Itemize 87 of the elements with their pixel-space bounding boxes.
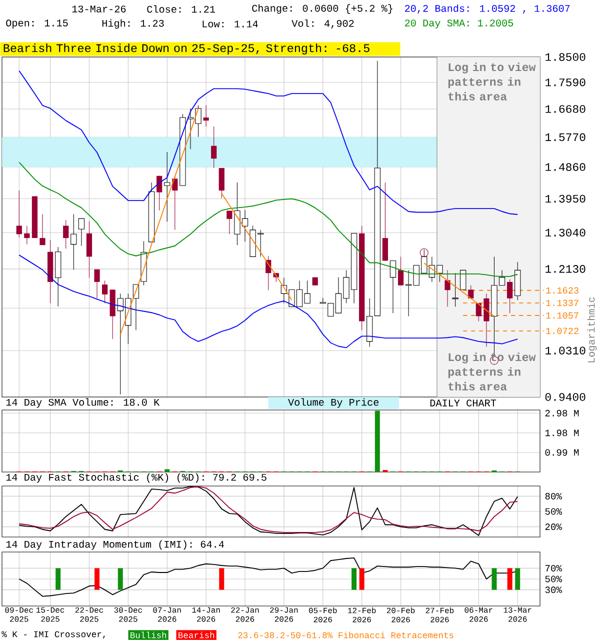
candlestick	[172, 176, 178, 230]
ref-line-label: 1.1623	[546, 287, 578, 294]
y-tick-label: 1.4860	[546, 163, 586, 171]
candlestick	[507, 279, 513, 314]
text: Vol: 4,902	[292, 19, 354, 29]
y-tick-label: 1.0310	[546, 346, 586, 354]
candlestick	[63, 220, 69, 249]
text: Low: 1.14	[202, 20, 258, 28]
y-tick-label: 1.98 M	[545, 430, 579, 436]
text: Bullish	[130, 632, 166, 638]
candlestick	[382, 182, 388, 261]
candlestick	[40, 214, 46, 246]
y-tick-label: 1.2130	[546, 265, 586, 273]
candlestick	[390, 260, 396, 314]
line-series	[221, 192, 292, 301]
text: 23.6-38.2-50-61.8% Fibonacci Retracements	[238, 632, 454, 638]
candlestick	[460, 270, 466, 290]
candlestick	[476, 302, 482, 322]
y-tick-label: 70%	[545, 564, 562, 572]
y-tick-label: 1.3950	[546, 194, 586, 203]
x-tick-label: 15-Dec 2025	[36, 607, 64, 622]
text: 20 Day SMA: 1.2005	[404, 20, 514, 28]
y-tick-label: 1.6680	[546, 105, 586, 113]
text: High: 1.23	[102, 19, 164, 29]
candlestick	[78, 218, 85, 246]
y-tick-label: 20%	[545, 524, 562, 530]
candlestick	[452, 272, 458, 308]
candlestick	[70, 214, 77, 270]
ref-line-label: 1.1057	[546, 312, 578, 319]
candlestick	[484, 293, 490, 347]
text: 13-Mar-26	[72, 6, 126, 12]
x-tick-label: 09-Dec 2025	[5, 607, 33, 622]
y-tick-label: 80%	[545, 492, 562, 500]
bar	[374, 410, 380, 472]
candlestick	[16, 190, 22, 238]
x-tick-label: 22-Jan 2026	[231, 607, 259, 622]
candlestick	[468, 285, 474, 299]
chart-title: Bearish Three Inside Down on 25-Sep-25, Strength: -68.5	[4, 44, 370, 54]
y-tick-label: 1.8500	[546, 53, 586, 61]
x-tick-label: 13-Mar 2026	[504, 607, 532, 622]
y-tick-label: 50%	[545, 576, 562, 582]
x-tick-label: 14-Jan 2026	[192, 607, 220, 622]
x-tick-label: 22-Dec 2025	[75, 607, 104, 622]
candlestick	[94, 269, 100, 299]
candlestick	[156, 176, 162, 211]
y-tick-label: 1.3040	[546, 228, 586, 237]
candlestick	[398, 256, 404, 286]
x-tick-label: 07-Jan 2026	[153, 607, 181, 622]
y-tick-label: 0.9400	[545, 393, 586, 401]
text: Volume By Price	[288, 398, 379, 408]
annotation: Log in to view patterns in this area	[448, 62, 536, 100]
ref-line-label: 1.0722	[546, 328, 578, 334]
candlestick	[86, 220, 92, 278]
y-tick-label: 30%	[545, 586, 562, 594]
x-tick-label: 06-Mar 2026	[464, 607, 492, 622]
y-tick-label: 2.98 M	[545, 410, 579, 416]
x-tick-label: 29-Jan 2026	[270, 607, 298, 622]
candlestick	[203, 105, 209, 127]
y-tick-label: 1.7590	[546, 78, 586, 86]
candlestick	[218, 168, 224, 198]
y-tick-label: 1.5770	[546, 133, 586, 142]
text: Bearish	[178, 632, 214, 638]
text: DAILY CHART	[430, 400, 496, 406]
chart-title: 14 Day SMA Volume: 18.0 K	[6, 398, 160, 408]
y-tick-label: 0.99 M	[545, 449, 579, 456]
x-tick-label: 12-Feb 2026	[348, 607, 376, 622]
x-tick-label: 20-Feb 2026	[386, 607, 415, 622]
candlestick	[24, 225, 30, 245]
x-tick-label: 30-Dec 2025	[114, 607, 142, 622]
x-tick-label: 05-Feb 2026	[308, 607, 337, 622]
text: % K - IMI Crossover,	[2, 631, 105, 639]
bar	[164, 469, 170, 472]
text: Open: 1.15	[6, 20, 68, 28]
ref-line-label: 1.1337	[546, 300, 578, 306]
text: Change: 0.0600 {+5.2 %}	[252, 4, 392, 14]
text: 20,2 Bands: 1.0592 , 1.3607	[404, 4, 570, 14]
candlestick	[444, 270, 450, 308]
y-axis-title: Logarithmic	[587, 297, 597, 362]
candlestick	[164, 152, 170, 222]
candlestick	[226, 210, 232, 234]
chart-title: 14 Day Fast Stochastic (%K) (%D): 79.2 69.5	[6, 473, 266, 483]
chart-title: 14 Day Intraday Momentum (IMI): 64.4	[6, 540, 224, 550]
x-tick-label: 27-Feb 2026	[426, 607, 454, 622]
candlestick	[211, 126, 217, 168]
text: Close: 1.21	[147, 5, 216, 13]
y-tick-label: 50%	[545, 508, 562, 515]
candlestick	[102, 280, 108, 304]
